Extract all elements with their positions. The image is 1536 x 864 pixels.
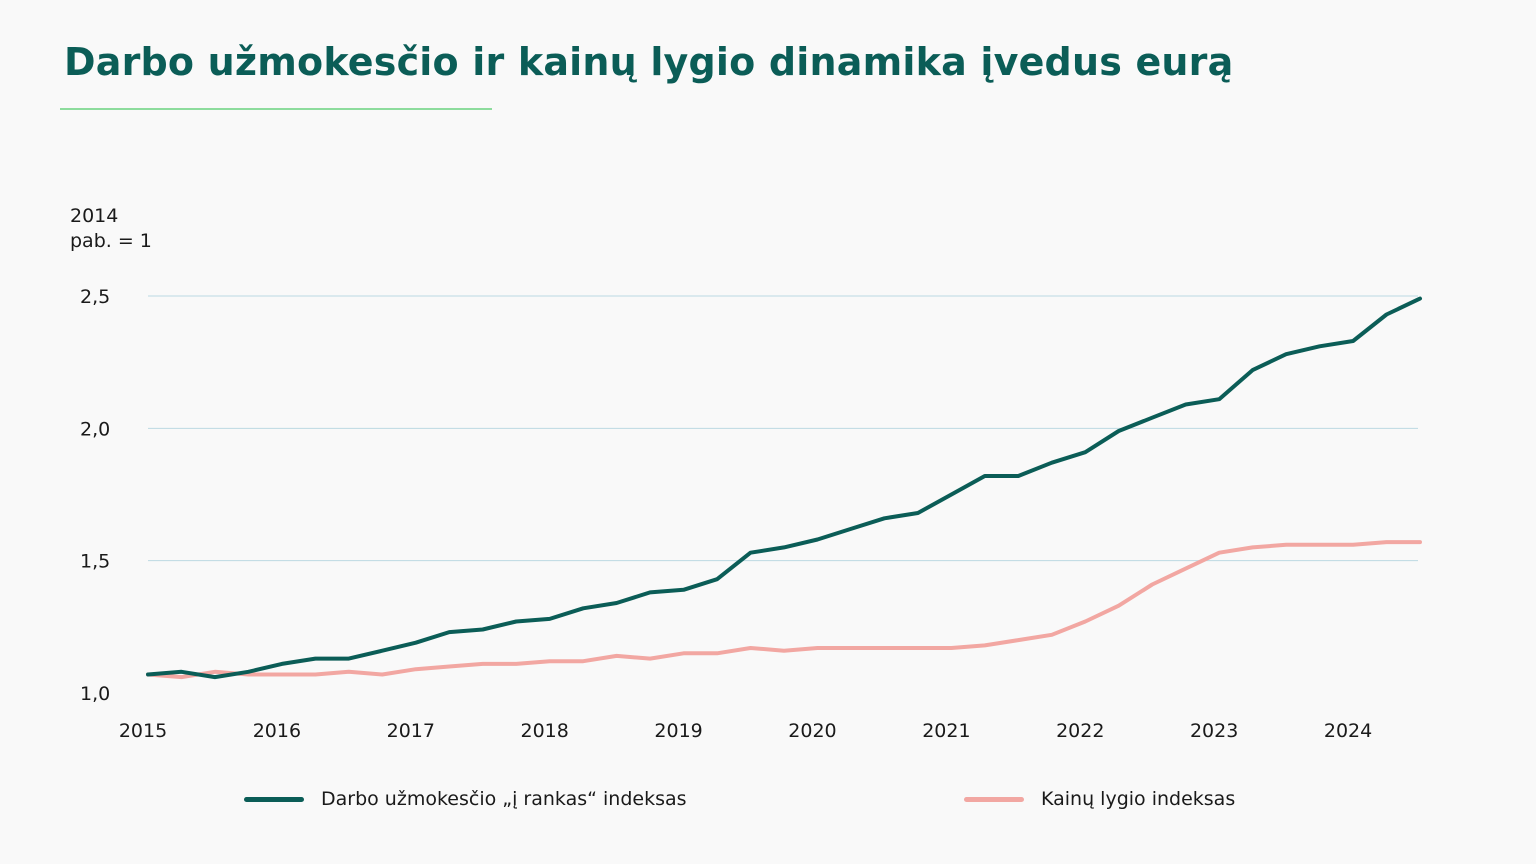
x-tick-label: 2015 (119, 720, 167, 742)
y-axis-unit-line2: pab. = 1 (70, 230, 152, 252)
y-tick-label: 1,0 (80, 683, 110, 705)
x-tick-label: 2016 (253, 720, 301, 742)
x-tick-label: 2020 (788, 720, 836, 742)
y-axis-unit-line1: 2014 (70, 205, 119, 227)
y-axis-unit-label: 2014 pab. = 1 (70, 204, 152, 254)
x-axis-ticks: 2015 2016 2017 2018 2019 2020 2021 2022 2023 2024 (119, 720, 1372, 742)
legend-swatch-wage-index (244, 796, 304, 802)
title-underline (60, 108, 492, 110)
chart-legend: Darbo užmokesčio „į rankas“ indeksas Kai… (0, 788, 1536, 818)
series-lines (146, 296, 1422, 680)
legend-item-price-index: Kainų lygio indeksas (964, 788, 1235, 810)
x-tick-label: 2018 (521, 720, 569, 742)
legend-item-wage-index: Darbo užmokesčio „į rankas“ indeksas (244, 788, 687, 810)
page-title: Darbo užmokesčio ir kainų lygio dinamika… (64, 40, 1234, 84)
x-tick-label: 2022 (1056, 720, 1104, 742)
y-tick-label: 1,5 (80, 551, 110, 573)
legend-label-wage-index: Darbo užmokesčio „į rankas“ indeksas (321, 788, 687, 810)
legend-swatch-price-index (964, 796, 1024, 802)
y-axis-ticks: 1,0 1,5 2,0 2,5 (80, 286, 110, 705)
x-tick-label: 2017 (387, 720, 435, 742)
legend-label-price-index: Kainų lygio indeksas (1041, 788, 1236, 810)
x-tick-label: 2019 (654, 720, 702, 742)
x-tick-label: 2024 (1324, 720, 1372, 742)
x-tick-label: 2023 (1190, 720, 1238, 742)
grid-lines (148, 295, 1418, 562)
y-tick-label: 2,0 (80, 418, 110, 440)
series-line-wage-index (146, 296, 1422, 680)
series-line-price-index (146, 540, 1422, 680)
y-tick-label: 2,5 (80, 286, 110, 308)
x-tick-label: 2021 (922, 720, 970, 742)
